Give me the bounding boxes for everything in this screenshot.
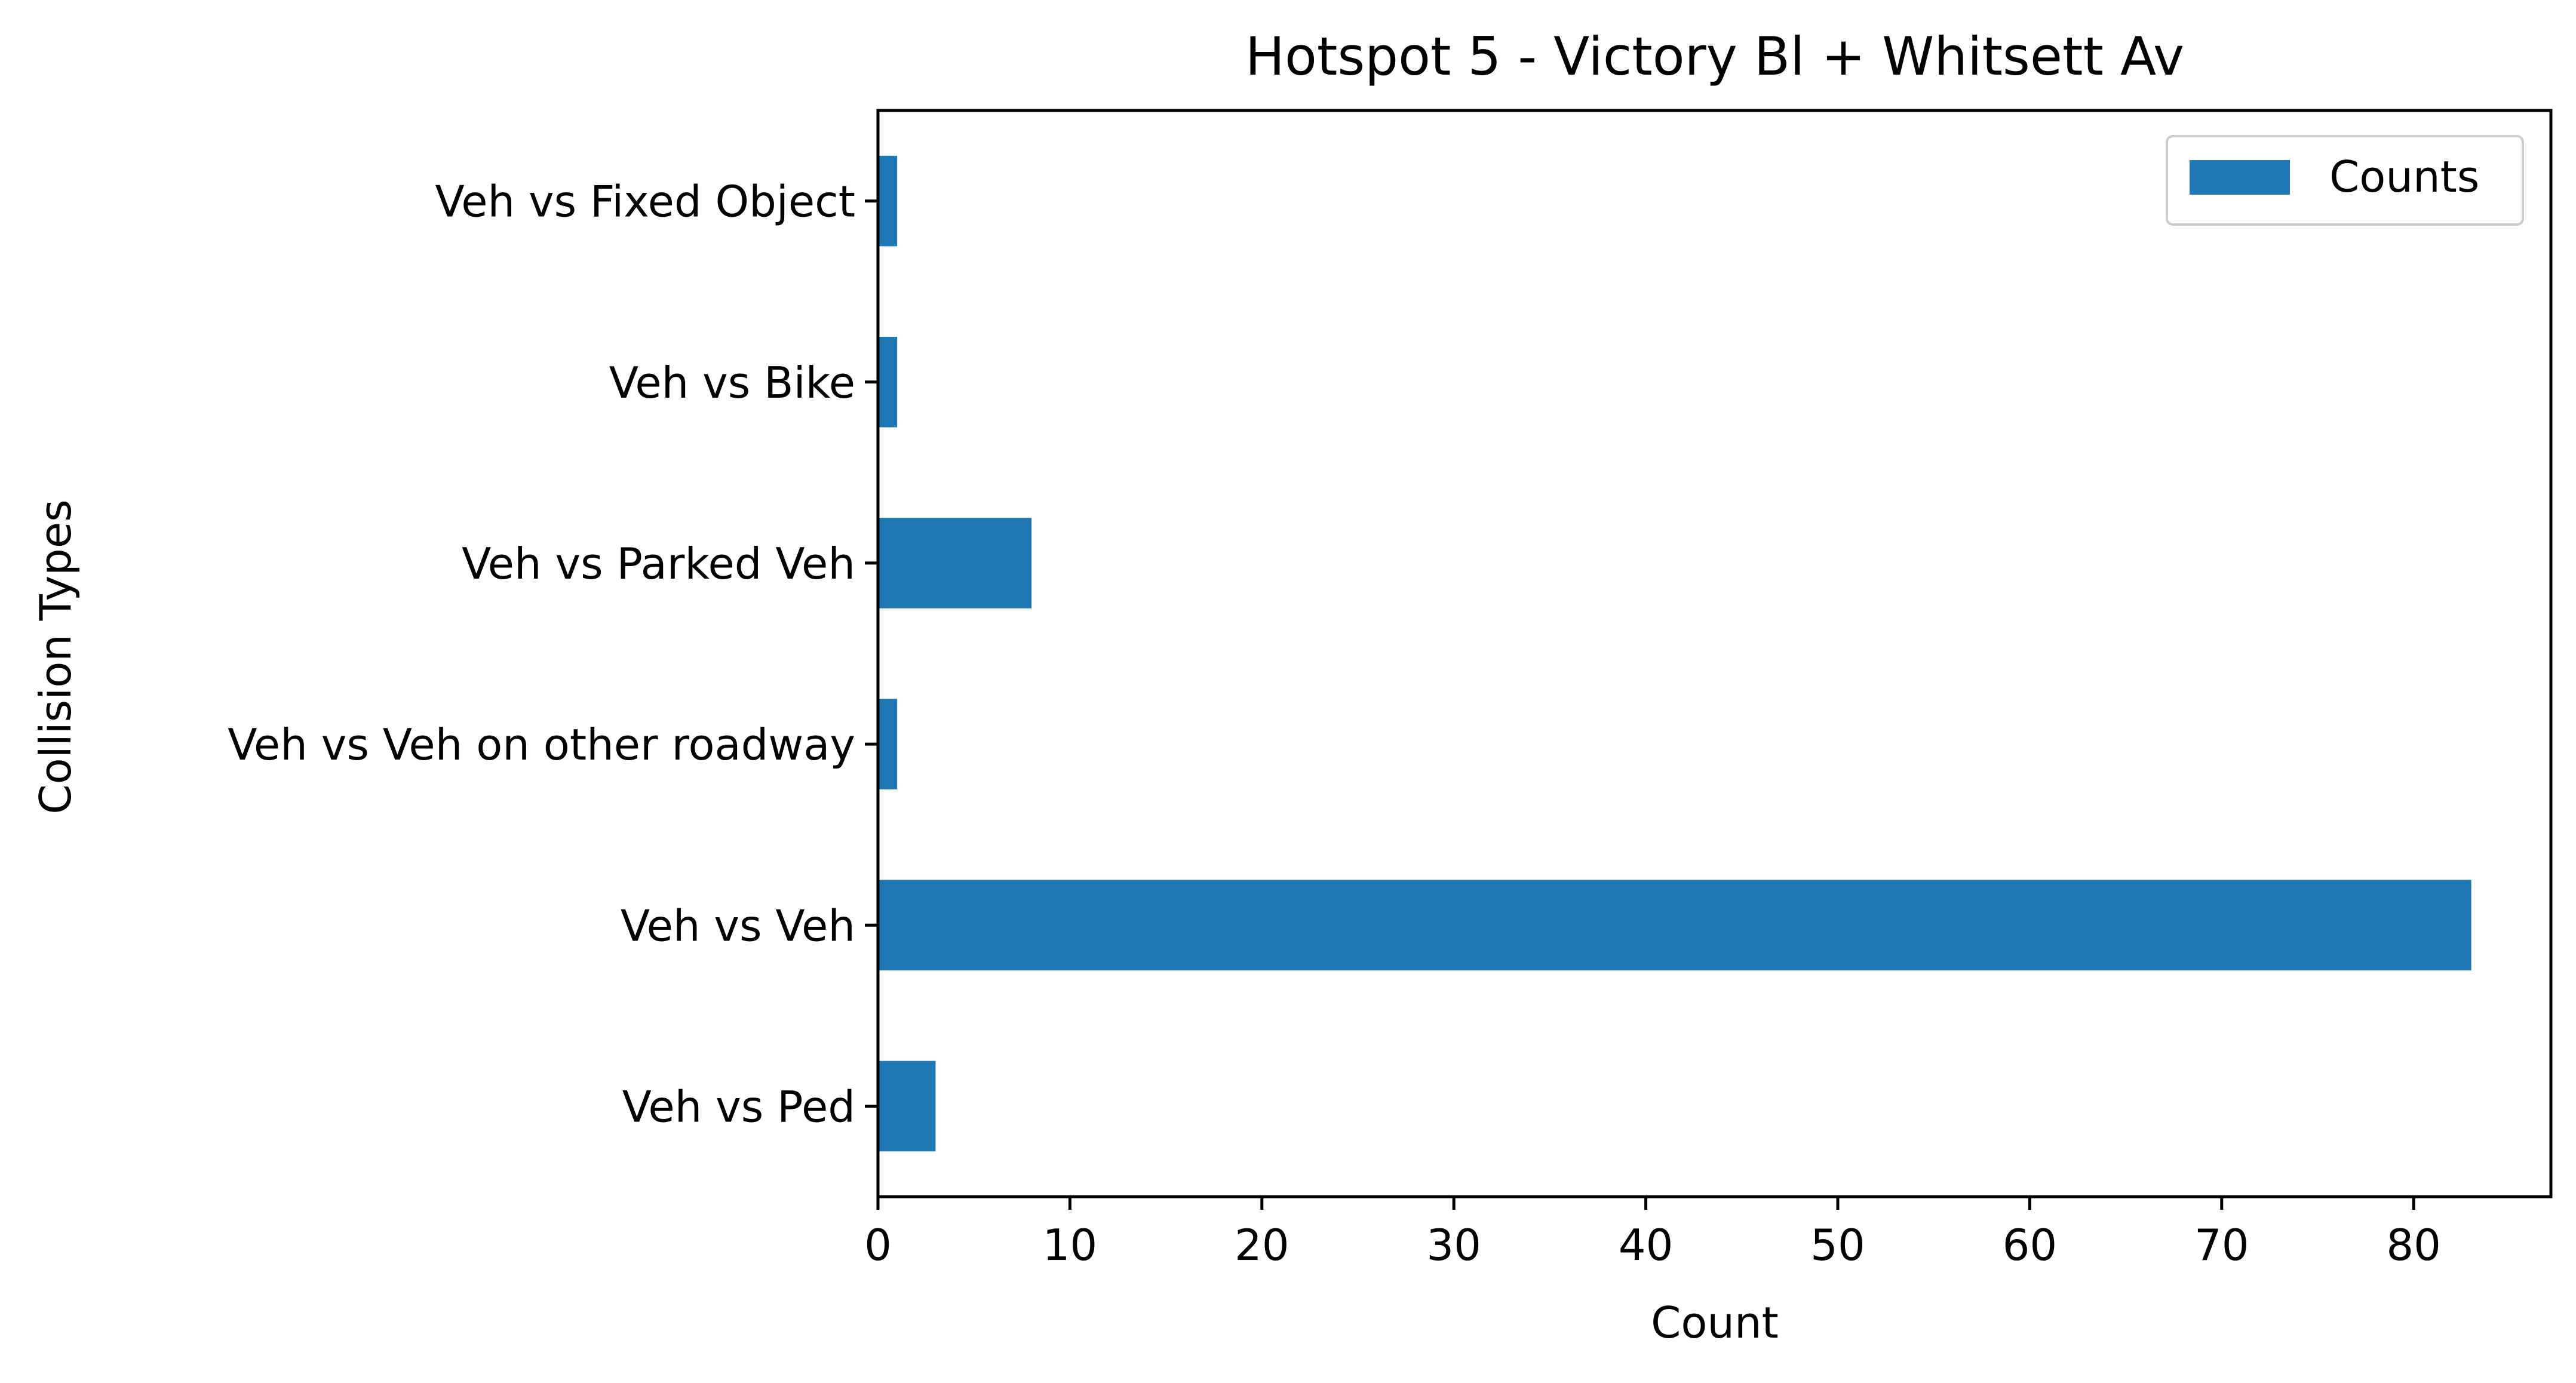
x-tick-label: 60 [2003, 1220, 2058, 1270]
x-tick-label: 80 [2386, 1220, 2441, 1270]
y-tick-label: Veh vs Veh [621, 901, 855, 951]
bar [878, 880, 2471, 971]
bar [878, 518, 1032, 608]
y-axis-label: Collision Types [30, 499, 81, 814]
legend-label: Counts [2329, 152, 2479, 202]
plot-frame [876, 109, 2553, 1198]
x-tick-label: 0 [864, 1220, 892, 1270]
x-tick-label: 20 [1235, 1220, 1289, 1270]
x-tick-label: 30 [1426, 1220, 1481, 1270]
legend-swatch [2190, 160, 2290, 195]
y-tick-label: Veh vs Fixed Object [435, 177, 855, 227]
legend: Counts [2166, 135, 2524, 226]
legend-box [2166, 135, 2524, 226]
x-tick-label: 10 [1043, 1220, 1098, 1270]
chart-title: Hotspot 5 - Victory Bl + Whitsett Av [1245, 26, 2184, 87]
bar [878, 1061, 936, 1152]
y-tick-label: Veh vs Parked Veh [462, 539, 855, 589]
x-tick-label: 70 [2194, 1220, 2249, 1270]
x-axis-label: Count [1651, 1298, 1779, 1348]
y-tick-label: Veh vs Bike [609, 358, 855, 408]
x-tick-label: 50 [1810, 1220, 1865, 1270]
bar [878, 699, 898, 789]
bar [878, 336, 898, 428]
x-ticks-group: 0 10 20 30 40 50 60 70 80 [864, 1197, 2441, 1270]
y-tick-label: Veh vs Veh on other roadway [228, 720, 855, 770]
bars-group [878, 155, 2471, 1152]
bar [878, 155, 898, 247]
y-ticks-group: Veh vs Fixed Object Veh vs Bike Veh vs Par… [228, 177, 878, 1132]
x-tick-label: 40 [1619, 1220, 1674, 1270]
y-tick-label: Veh vs Ped [622, 1081, 855, 1132]
